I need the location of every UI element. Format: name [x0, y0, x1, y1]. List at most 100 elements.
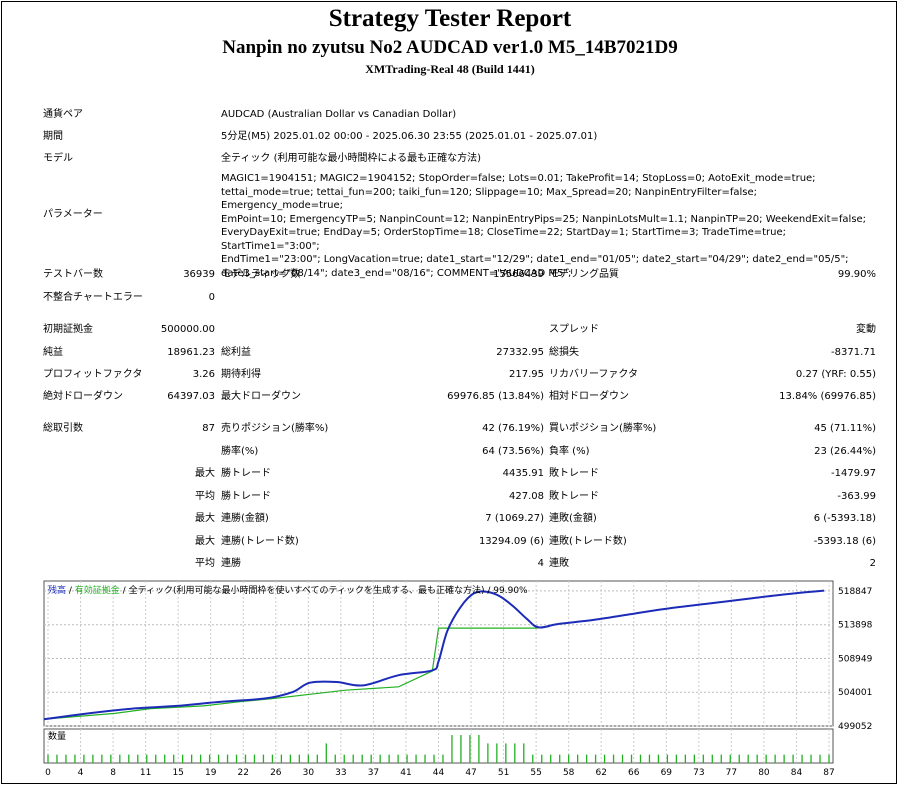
ticks-value: 15566439 [493, 269, 544, 280]
avg-consec-prefix: 平均 [195, 558, 215, 569]
x-tick-label: 8 [110, 768, 116, 778]
chart-legend: 残高 / 有効証拠金 / 全ティック(利用可能な最小時間枠を使いすべてのティック… [48, 584, 528, 596]
grossloss-value: -8371.71 [831, 347, 876, 358]
consec-loss-cnt-value: -5393.18 (6) [813, 536, 876, 547]
legend-sep-2: / [120, 586, 129, 596]
x-tick-label: 4 [78, 768, 84, 778]
lossrate-value: 23 (26.44%) [814, 446, 876, 457]
avg-consec-win-value: 4 [537, 558, 544, 569]
netprofit-label: 純益 [43, 347, 63, 358]
maxdd-label: 最大ドローダウン [221, 391, 301, 402]
mismatch-value: 0 [208, 292, 215, 303]
x-tick-label: 15 [172, 768, 183, 778]
x-tick-label: 66 [628, 768, 640, 778]
expected-label: 期待利得 [221, 369, 261, 380]
period-label: 期間 [43, 131, 63, 142]
absdd-value: 64397.03 [167, 391, 215, 402]
grossloss-label: 総損失 [549, 347, 579, 358]
consec-loss-cnt-label: 連敗(トレード数) [549, 536, 627, 547]
deposit-label: 初期証拠金 [43, 324, 93, 335]
params-value: MAGIC1=1904151; MAGIC2=1904152; StopOrde… [221, 173, 867, 279]
absdd-label: 絶対ドローダウン [43, 391, 123, 402]
spread-value: 変動 [856, 324, 876, 335]
x-tick-label: 19 [205, 768, 217, 778]
lossrate-label: 負率 (%) [549, 446, 590, 457]
netprofit-value: 18961.23 [167, 347, 215, 358]
x-tick-label: 37 [368, 768, 379, 778]
x-tick-label: 33 [335, 768, 346, 778]
consec-loss-amt-label: 連敗(金額) [549, 513, 597, 524]
largest-win-value: 4435.91 [502, 468, 544, 479]
y-tick-label: 499052 [838, 722, 872, 732]
x-tick-label: 0 [45, 768, 51, 778]
avg-consec-win-label: 連勝 [221, 558, 241, 569]
report-title: Strategy Tester Report [328, 5, 572, 32]
mismatch-label: 不整合チャートエラー [43, 292, 143, 303]
consec-win-cnt-value: 13294.09 (6) [478, 536, 544, 547]
avg-consec-loss-label: 連敗 [549, 558, 569, 569]
spread-label: スプレッド [549, 324, 599, 335]
x-tick-label: 73 [693, 768, 704, 778]
x-tick-label: 87 [823, 768, 834, 778]
volume-label: 数量 [48, 730, 66, 742]
winrate-value: 64 (73.56%) [482, 446, 544, 457]
report-subtitle: Nanpin no zyutsu No2 AUDCAD ver1.0 M5_14… [222, 37, 678, 58]
average-prefix: 平均 [195, 491, 215, 502]
x-tick-label: 80 [758, 768, 770, 778]
legend-quality: 99.90% [493, 586, 528, 596]
bars-value: 36939 [183, 269, 215, 280]
model-label: モデル [43, 153, 73, 164]
period-value: 5分足(M5) 2025.01.02 00:00 - 2025.06.30 23… [221, 131, 598, 142]
consec-win-amt-value: 7 (1069.27) [485, 513, 544, 524]
y-tick-label: 513898 [838, 621, 873, 631]
x-tick-label: 44 [433, 768, 445, 778]
symbol-value: AUDCAD (Australian Dollar vs Canadian Do… [221, 109, 457, 120]
y-tick-label: 508949 [838, 654, 873, 664]
x-tick-label: 69 [661, 768, 673, 778]
pf-value: 3.26 [192, 369, 215, 380]
max-consec-cnt-prefix: 最大 [195, 536, 215, 547]
largest-prefix: 最大 [195, 468, 215, 479]
largest-win-label: 勝トレード [221, 468, 271, 479]
avg-win-label: 勝トレード [221, 491, 271, 502]
x-tick-label: 51 [498, 768, 509, 778]
symbol-label: 通貨ペア [43, 109, 83, 120]
reldd-label: 相対ドローダウン [549, 391, 629, 402]
recovery-label: リカバリーファクタ [549, 369, 638, 380]
balance-line [43, 589, 825, 721]
max-consec-amt-prefix: 最大 [195, 513, 215, 524]
maxdd-value: 69976.85 (13.84%) [447, 391, 544, 402]
x-tick-label: 47 [465, 768, 476, 778]
legend-equity: 有効証拠金 [75, 584, 120, 596]
legend-model: 全ティック(利用可能な最小時間枠を使いすべてのティックを生成する、最も正確な方法… [129, 584, 485, 596]
consec-win-cnt-label: 連勝(トレード数) [221, 536, 299, 547]
avg-win-value: 427.08 [509, 491, 544, 502]
x-tick-label: 11 [140, 768, 151, 778]
x-tick-label: 58 [563, 768, 575, 778]
x-tick-label: 30 [303, 768, 315, 778]
model-value: 全ティック (利用可能な最小時間枠による最も正確な方法) [221, 153, 482, 164]
y-tick-label: 518847 [838, 587, 872, 597]
recovery-value: 0.27 (YRF: 0.55) [795, 369, 876, 380]
largest-loss-label: 敗トレード [549, 468, 599, 479]
quality-label: モデリング品質 [549, 269, 619, 280]
equity-line [43, 626, 550, 720]
long-value: 45 (71.11%) [814, 423, 876, 434]
grossprofit-label: 総利益 [221, 347, 251, 358]
x-tick-label: 41 [400, 768, 411, 778]
reldd-value: 13.84% (69976.85) [779, 391, 876, 402]
avg-consec-loss-value: 2 [869, 558, 876, 569]
x-tick-label: 22 [238, 768, 249, 778]
short-value: 42 (76.19%) [482, 423, 544, 434]
avg-loss-value: -363.99 [837, 491, 876, 502]
ticks-label: モデルティック数 [221, 269, 301, 280]
trades-value: 87 [202, 423, 215, 434]
x-tick-label: 26 [270, 768, 282, 778]
trades-label: 総取引数 [43, 423, 83, 434]
x-tick-label: 77 [726, 768, 737, 778]
short-label: 売りポジション(勝率%) [221, 423, 329, 434]
bars-label: テストバー数 [43, 269, 103, 280]
expected-value: 217.95 [509, 369, 544, 380]
pf-label: プロフィットファクタ [43, 369, 143, 380]
